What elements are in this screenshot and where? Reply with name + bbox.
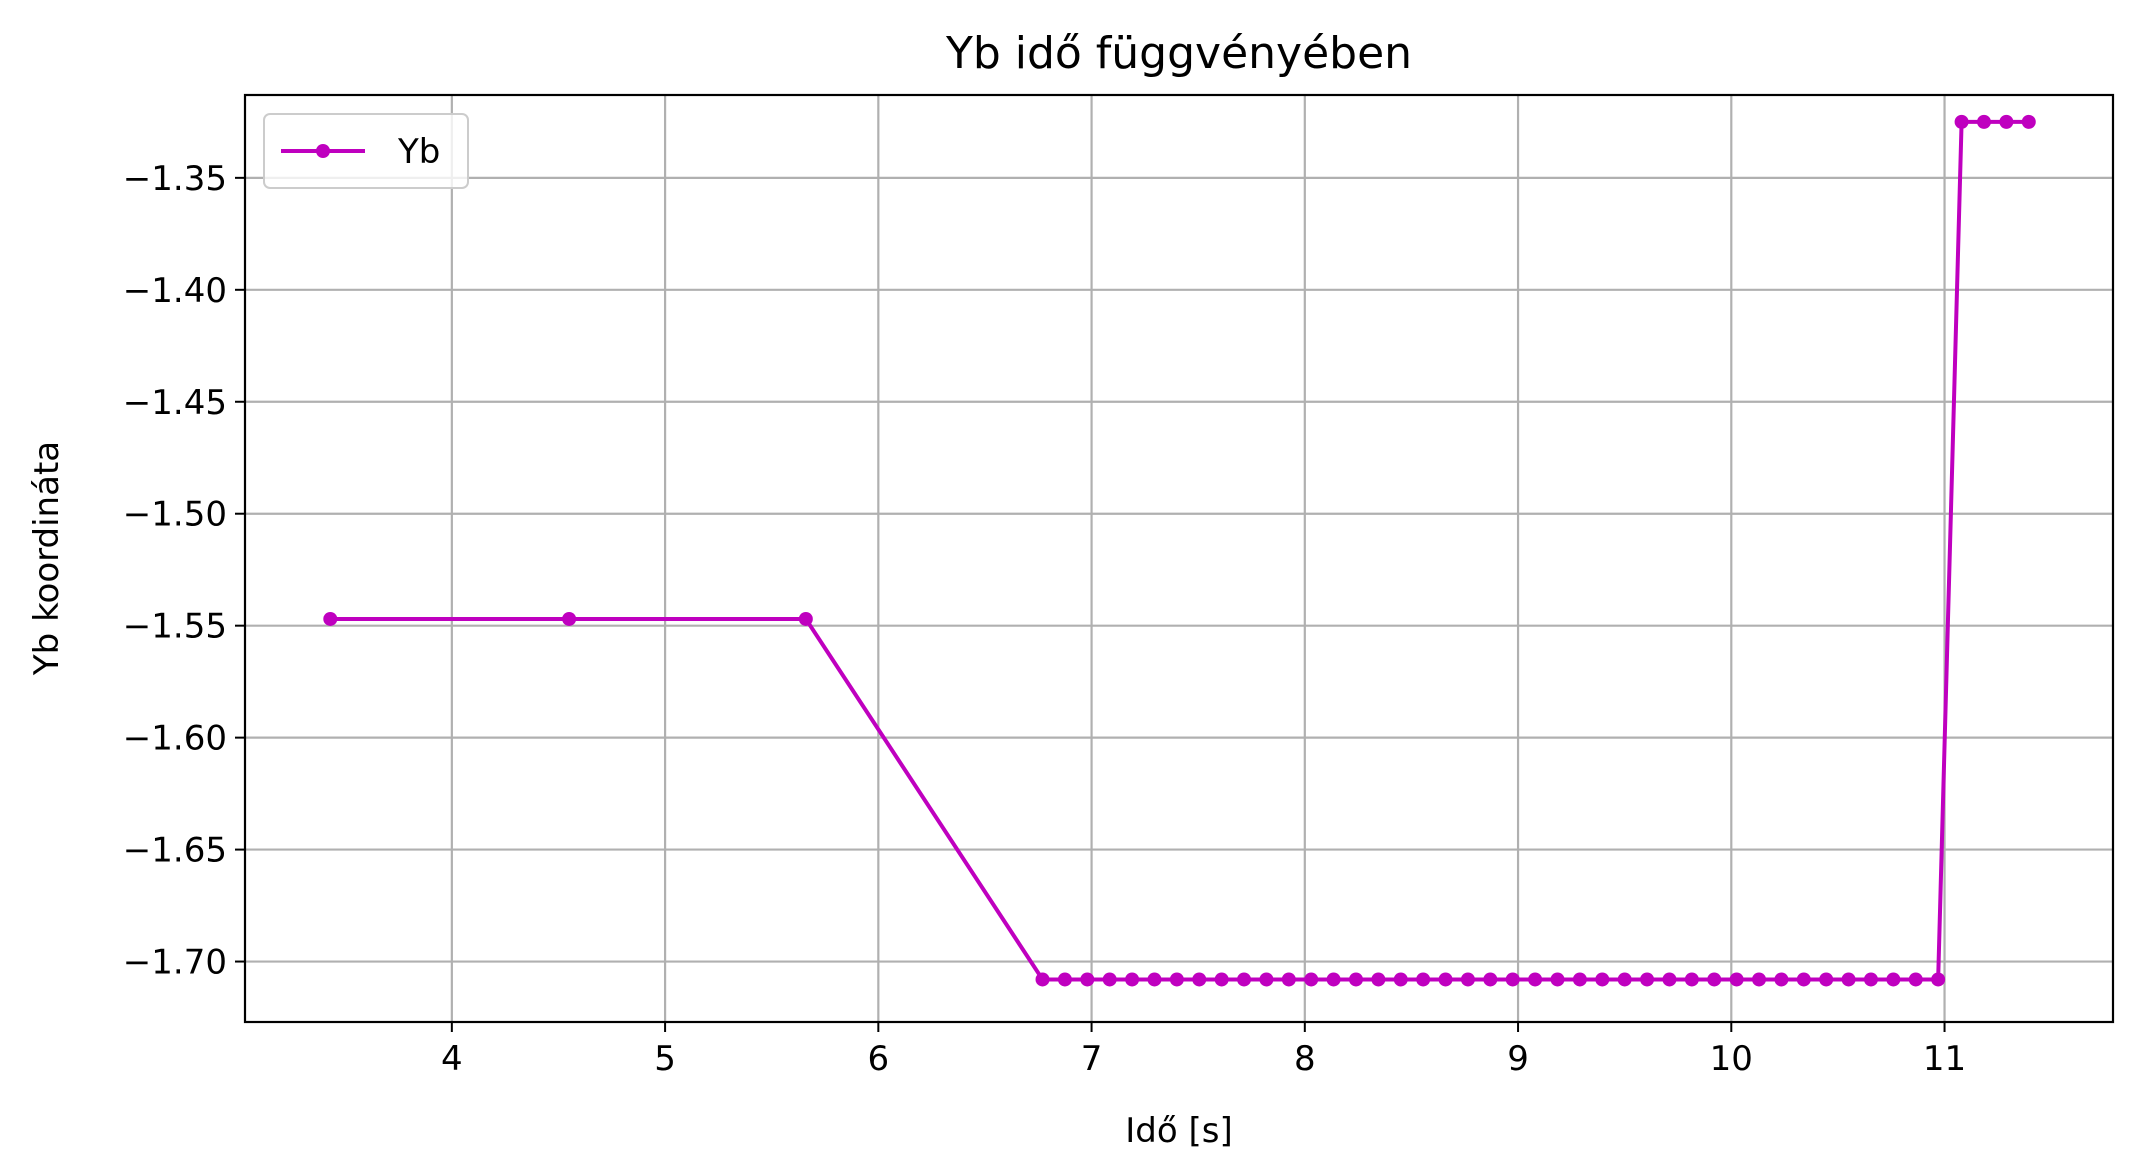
data-point xyxy=(2021,114,2036,129)
data-point xyxy=(1729,972,1744,987)
y-tick-label: −1.50 xyxy=(123,495,227,535)
data-point xyxy=(1237,972,1252,987)
data-point xyxy=(1125,972,1140,987)
data-point xyxy=(1102,972,1117,987)
x-tick-label: 9 xyxy=(1507,1039,1529,1079)
x-tick-label: 4 xyxy=(441,1039,463,1079)
data-point xyxy=(1863,972,1878,987)
data-point xyxy=(1169,972,1184,987)
x-tick-label: 6 xyxy=(868,1039,890,1079)
data-point xyxy=(1304,972,1319,987)
y-tick-label: −1.70 xyxy=(123,943,227,983)
data-point xyxy=(1281,972,1296,987)
data-point xyxy=(1640,972,1655,987)
legend: Yb xyxy=(263,113,469,189)
data-point xyxy=(1819,972,1834,987)
x-tick-label: 11 xyxy=(1923,1039,1966,1079)
x-tick-label: 7 xyxy=(1081,1039,1103,1079)
data-point xyxy=(1528,972,1543,987)
x-axis-ticks: 4 5 6 7 8 9 10 11 xyxy=(441,1022,1966,1079)
y-tick-label: −1.55 xyxy=(123,607,227,647)
data-point xyxy=(1080,972,1095,987)
data-point xyxy=(1617,972,1632,987)
data-point xyxy=(1460,972,1475,987)
data-point xyxy=(1371,972,1386,987)
data-point xyxy=(1438,972,1453,987)
data-point xyxy=(1954,114,1969,129)
y-tick-label: −1.40 xyxy=(123,271,227,311)
data-point xyxy=(1416,972,1431,987)
y-tick-label: −1.35 xyxy=(123,159,227,199)
legend-box xyxy=(263,113,469,189)
data-point xyxy=(323,611,338,626)
data-point xyxy=(1192,972,1207,987)
data-point xyxy=(1147,972,1162,987)
plot-area-frame xyxy=(243,93,2115,1024)
y-axis-ticks: −1.35 −1.40 −1.45 −1.50 −1.55 −1.60 −1.65 −1.70 xyxy=(123,159,245,983)
data-point xyxy=(1684,972,1699,987)
legend-marker-sample xyxy=(316,144,330,158)
y-tick-label: −1.45 xyxy=(123,383,227,423)
series-line-Yb xyxy=(330,119,2029,982)
data-point xyxy=(1707,972,1722,987)
x-tick-label: 10 xyxy=(1710,1039,1753,1079)
data-point xyxy=(1505,972,1520,987)
data-point xyxy=(1214,972,1229,987)
x-axis-label: Idő [s] xyxy=(1125,1111,1232,1151)
data-point xyxy=(562,611,577,626)
data-point xyxy=(1774,972,1789,987)
data-point xyxy=(1483,972,1498,987)
data-point xyxy=(1908,972,1923,987)
data-point xyxy=(798,611,813,626)
chart-title: Yb idő függvényében xyxy=(945,28,1412,79)
data-point xyxy=(1931,972,1946,987)
data-point xyxy=(1976,114,1991,129)
series-layer xyxy=(323,114,2036,987)
data-point xyxy=(1662,972,1677,987)
y-tick-label: −1.65 xyxy=(123,831,227,871)
data-point xyxy=(1057,972,1072,987)
data-point xyxy=(1348,972,1363,987)
data-point xyxy=(1393,972,1408,987)
data-point xyxy=(1326,972,1341,987)
legend-label: Yb xyxy=(397,132,440,172)
grid xyxy=(245,95,2113,1022)
data-point xyxy=(1752,972,1767,987)
data-point xyxy=(1841,972,1856,987)
data-point xyxy=(1595,972,1610,987)
x-tick-label: 5 xyxy=(654,1039,676,1079)
data-point xyxy=(1796,972,1811,987)
data-point xyxy=(1550,972,1565,987)
data-point xyxy=(1259,972,1274,987)
data-point xyxy=(1572,972,1587,987)
data-point xyxy=(1999,114,2014,129)
x-tick-label: 8 xyxy=(1294,1039,1316,1079)
y-tick-label: −1.60 xyxy=(123,719,227,759)
data-point xyxy=(1886,972,1901,987)
y-axis-label: Yb koordináta xyxy=(27,441,67,676)
data-point xyxy=(1035,972,1050,987)
